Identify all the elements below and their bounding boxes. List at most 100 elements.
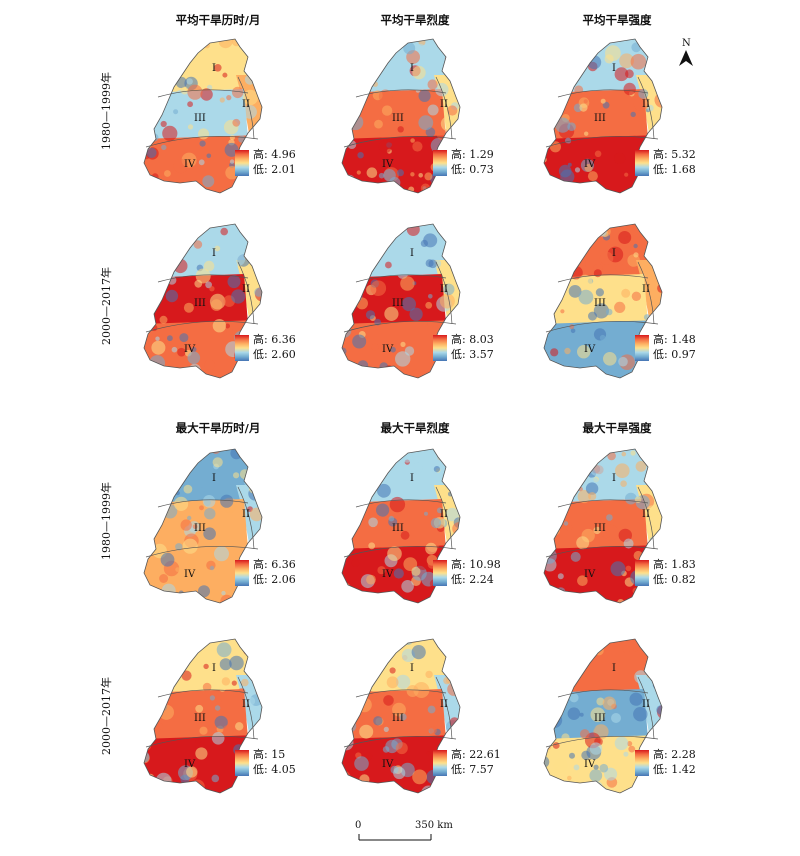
region-outline	[143, 638, 263, 794]
region-outline	[543, 223, 663, 379]
zone-boundary	[157, 89, 249, 98]
zone-boundary	[435, 486, 453, 550]
region-label-IV: IV	[382, 344, 394, 355]
legend-low: 低: 2.01	[253, 163, 296, 176]
region-label-IV: IV	[382, 759, 394, 770]
zone-boundary	[237, 261, 255, 325]
zone-boundary	[637, 76, 655, 140]
north-arrow-icon	[679, 50, 693, 66]
zone-boundary	[557, 499, 649, 508]
region-outline	[341, 638, 461, 794]
map-panel-avg-int-2000: I II III IV	[540, 220, 700, 390]
scale-end: 350 km	[415, 820, 453, 831]
region-label-III: III	[594, 113, 606, 124]
region-label-IV: IV	[184, 759, 196, 770]
region-outline	[543, 638, 663, 794]
zone-boundary	[545, 321, 659, 333]
scale-bar: 0 350 km	[355, 820, 475, 850]
region-label-II: II	[440, 509, 448, 520]
region-outline	[543, 38, 663, 194]
legend-high: 高: 15	[253, 748, 286, 761]
zone-boundary	[557, 689, 649, 698]
legend-high: 高: 5.32	[653, 148, 696, 161]
region-label-I: I	[612, 473, 616, 484]
region-label-I: I	[612, 63, 616, 74]
region-label-III: III	[392, 298, 404, 309]
legend-high: 高: 8.03	[451, 333, 494, 346]
region-label-I: I	[212, 663, 216, 674]
zone-boundary	[637, 676, 655, 740]
region-label-IV: IV	[584, 159, 596, 170]
legend-low: 低: 3.57	[451, 348, 494, 361]
legend-low: 低: 1.68	[653, 163, 696, 176]
map-panel-avg-dur-1980: I II III IV	[140, 35, 300, 205]
region-label-IV: IV	[184, 569, 196, 580]
region-label-I: I	[410, 663, 414, 674]
legend-low: 低: 0.97	[653, 348, 696, 361]
legend-high: 高: 1.83	[653, 558, 696, 571]
zone-boundary	[343, 321, 457, 333]
legend-color-ramp	[635, 750, 649, 776]
zone-boundary	[355, 89, 447, 98]
zone-boundary	[343, 736, 457, 748]
legend-low: 低: 1.42	[653, 763, 696, 776]
region-label-II: II	[242, 699, 250, 710]
legend-color-ramp	[235, 750, 249, 776]
legend-high: 高: 1.29	[451, 148, 494, 161]
region-label-III: III	[594, 523, 606, 534]
col-title-avg-duration: 平均干旱历时/月	[175, 13, 261, 27]
zone-boundary	[157, 499, 249, 508]
zone-boundary	[637, 261, 655, 325]
zone-boundary	[355, 274, 447, 283]
zone-boundary	[145, 546, 259, 558]
map-panel-max-dur-2000: I II III IV	[140, 635, 300, 805]
zone-boundary	[435, 261, 453, 325]
region-label-II: II	[242, 99, 250, 110]
zone-boundary	[557, 89, 649, 98]
region-label-III: III	[194, 113, 206, 124]
zone-fill-2	[236, 260, 262, 330]
map-panel-max-sev-1980: I II III IV	[338, 445, 498, 615]
zone-boundary	[545, 136, 659, 148]
region-outline	[143, 448, 263, 604]
zone-boundary	[237, 486, 255, 550]
region-label-III: III	[392, 713, 404, 724]
map-panel-avg-sev-1980: I II III IV	[338, 35, 498, 205]
region-outline	[543, 448, 663, 604]
zone-boundary	[435, 676, 453, 740]
zone-boundary	[355, 689, 447, 698]
col-title-max-duration: 最大干旱历时/月	[175, 421, 261, 435]
row-label-3: 1980—1999年	[100, 482, 113, 560]
region-label-II: II	[440, 284, 448, 295]
region-label-IV: IV	[584, 344, 596, 355]
legend-high: 高: 6.36	[253, 558, 296, 571]
region-label-I: I	[410, 473, 414, 484]
legend-high: 高: 4.96	[253, 148, 296, 161]
north-label: N	[682, 38, 691, 49]
region-label-III: III	[194, 298, 206, 309]
region-label-IV: IV	[382, 159, 394, 170]
zone-boundary	[237, 676, 255, 740]
col-title-avg-intensity: 平均干旱强度	[582, 13, 652, 27]
region-label-I: I	[612, 663, 616, 674]
zone-boundary	[145, 321, 259, 333]
scale-start: 0	[355, 820, 362, 831]
region-label-II: II	[440, 99, 448, 110]
map-panel-avg-dur-2000: I II III IV	[140, 220, 300, 390]
region-label-I: I	[212, 473, 216, 484]
region-label-II: II	[642, 284, 650, 295]
region-label-I: I	[410, 248, 414, 259]
legend-low: 低: 0.73	[451, 163, 494, 176]
row-label-2: 2000—2017年	[100, 267, 113, 345]
zone-fill-1	[144, 449, 262, 507]
legend-low: 低: 4.05	[253, 763, 296, 776]
zone-boundary	[145, 136, 259, 148]
zone-fill-1	[544, 39, 662, 97]
